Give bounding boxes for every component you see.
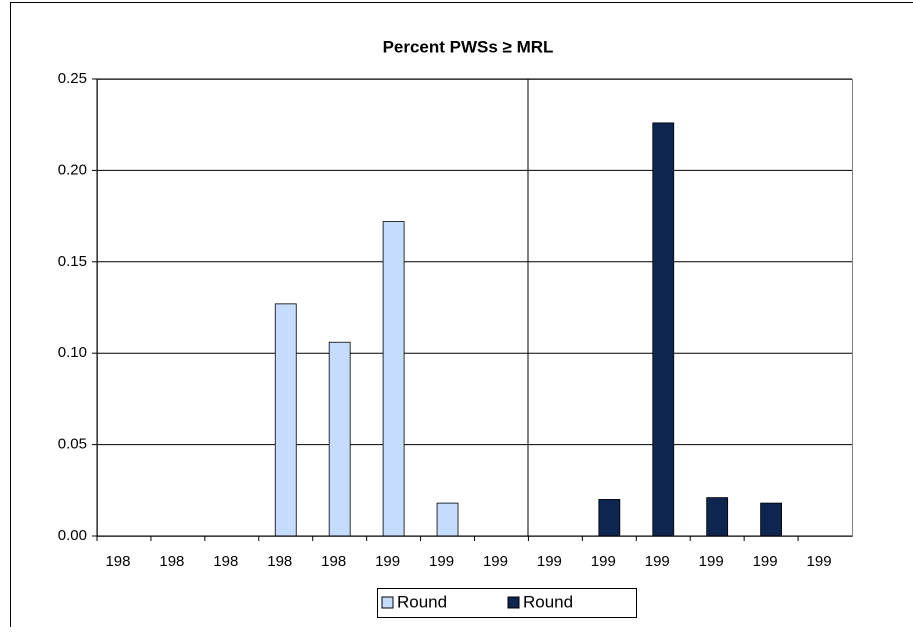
bar bbox=[383, 222, 404, 536]
y-tick-label: 0.20 bbox=[58, 161, 87, 178]
y-tick-label: 0.25 bbox=[58, 70, 87, 87]
x-tick-label: 199 bbox=[537, 553, 562, 570]
x-tick-label: 198 bbox=[159, 553, 184, 570]
y-tick-label: 0.15 bbox=[58, 253, 87, 270]
y-tick-label: 0.10 bbox=[58, 344, 87, 361]
bar bbox=[275, 304, 296, 536]
x-tick-label: 199 bbox=[591, 553, 616, 570]
x-tick-label: 199 bbox=[753, 553, 778, 570]
x-tick-label: 198 bbox=[267, 553, 292, 570]
x-tick-label: 199 bbox=[645, 553, 670, 570]
bar bbox=[707, 498, 728, 536]
x-tick-label: 199 bbox=[429, 553, 454, 570]
chart-title: Percent PWSs ≥ MRL bbox=[383, 37, 554, 56]
y-tick-label: 0.00 bbox=[58, 527, 87, 544]
bar bbox=[599, 499, 620, 536]
legend-swatch bbox=[508, 597, 519, 608]
legend-label: Round bbox=[523, 592, 573, 611]
plot-frame bbox=[98, 80, 853, 537]
x-tick-label: 198 bbox=[213, 553, 238, 570]
bar bbox=[437, 503, 458, 536]
bar bbox=[761, 503, 782, 536]
bar bbox=[653, 123, 674, 536]
x-tick-label: 199 bbox=[699, 553, 724, 570]
x-tick-label: 199 bbox=[375, 553, 400, 570]
bar bbox=[329, 342, 350, 536]
legend-label: Round bbox=[397, 592, 447, 611]
x-tick-label: 198 bbox=[321, 553, 346, 570]
x-tick-label: 198 bbox=[105, 553, 130, 570]
y-tick-label: 0.05 bbox=[58, 436, 87, 453]
x-tick-label: 199 bbox=[483, 553, 508, 570]
x-tick-label: 199 bbox=[807, 553, 832, 570]
legend-swatch bbox=[382, 597, 393, 608]
